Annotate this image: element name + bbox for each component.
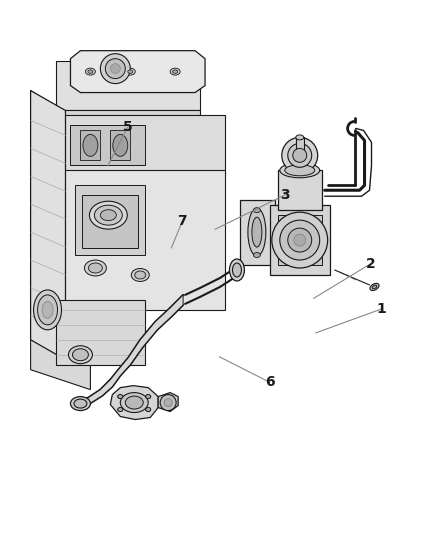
Circle shape bbox=[293, 234, 305, 246]
Ellipse shape bbox=[145, 394, 150, 399]
Ellipse shape bbox=[117, 394, 123, 399]
Ellipse shape bbox=[68, 346, 92, 364]
Polygon shape bbox=[158, 393, 178, 411]
Polygon shape bbox=[71, 51, 205, 93]
Ellipse shape bbox=[127, 70, 132, 74]
Text: 2: 2 bbox=[365, 257, 374, 271]
Ellipse shape bbox=[88, 263, 102, 273]
Ellipse shape bbox=[369, 284, 378, 290]
Polygon shape bbox=[277, 171, 321, 210]
Polygon shape bbox=[80, 131, 100, 160]
Ellipse shape bbox=[134, 271, 145, 279]
Polygon shape bbox=[55, 110, 200, 160]
Ellipse shape bbox=[247, 208, 265, 256]
Polygon shape bbox=[277, 215, 321, 265]
Ellipse shape bbox=[279, 163, 319, 178]
Text: 7: 7 bbox=[177, 214, 187, 228]
Text: 6: 6 bbox=[265, 375, 274, 389]
Circle shape bbox=[110, 63, 120, 74]
Ellipse shape bbox=[295, 135, 303, 140]
Text: 3: 3 bbox=[280, 188, 289, 202]
Ellipse shape bbox=[72, 349, 88, 361]
Ellipse shape bbox=[145, 408, 150, 411]
Circle shape bbox=[287, 228, 311, 252]
Ellipse shape bbox=[71, 397, 90, 410]
Ellipse shape bbox=[125, 68, 135, 75]
Polygon shape bbox=[31, 310, 90, 390]
Polygon shape bbox=[110, 131, 130, 160]
Ellipse shape bbox=[94, 205, 122, 225]
Polygon shape bbox=[240, 200, 274, 265]
Circle shape bbox=[279, 220, 319, 260]
Ellipse shape bbox=[89, 201, 127, 229]
Ellipse shape bbox=[74, 399, 87, 408]
Polygon shape bbox=[82, 195, 138, 248]
Circle shape bbox=[100, 54, 130, 84]
Polygon shape bbox=[31, 91, 60, 330]
Circle shape bbox=[105, 59, 125, 78]
Circle shape bbox=[281, 138, 317, 173]
Ellipse shape bbox=[253, 253, 260, 257]
Ellipse shape bbox=[113, 134, 127, 156]
Ellipse shape bbox=[229, 259, 244, 281]
Ellipse shape bbox=[117, 394, 123, 399]
Circle shape bbox=[160, 394, 176, 410]
Ellipse shape bbox=[131, 269, 149, 281]
Polygon shape bbox=[110, 385, 158, 419]
Ellipse shape bbox=[117, 408, 123, 411]
Text: 1: 1 bbox=[376, 302, 385, 316]
Ellipse shape bbox=[125, 396, 143, 409]
Ellipse shape bbox=[145, 408, 150, 411]
Polygon shape bbox=[75, 185, 145, 255]
Circle shape bbox=[287, 143, 311, 167]
Polygon shape bbox=[295, 138, 303, 157]
Ellipse shape bbox=[42, 301, 53, 318]
Ellipse shape bbox=[170, 68, 180, 75]
Ellipse shape bbox=[38, 295, 57, 325]
Circle shape bbox=[164, 399, 172, 407]
Ellipse shape bbox=[117, 408, 123, 411]
Ellipse shape bbox=[85, 68, 95, 75]
Ellipse shape bbox=[284, 165, 314, 176]
Polygon shape bbox=[58, 116, 224, 175]
Polygon shape bbox=[269, 205, 329, 275]
Ellipse shape bbox=[100, 209, 116, 221]
Polygon shape bbox=[55, 171, 224, 310]
Ellipse shape bbox=[172, 70, 177, 74]
Text: 5: 5 bbox=[123, 120, 132, 134]
Ellipse shape bbox=[84, 260, 106, 276]
Ellipse shape bbox=[371, 285, 376, 289]
Ellipse shape bbox=[120, 393, 148, 413]
Polygon shape bbox=[78, 295, 183, 407]
Ellipse shape bbox=[253, 208, 260, 213]
Circle shape bbox=[271, 212, 327, 268]
Ellipse shape bbox=[83, 134, 98, 156]
Polygon shape bbox=[55, 300, 145, 365]
Polygon shape bbox=[31, 91, 65, 360]
Polygon shape bbox=[55, 61, 200, 110]
Ellipse shape bbox=[145, 394, 150, 399]
Ellipse shape bbox=[88, 70, 93, 74]
Ellipse shape bbox=[251, 217, 261, 247]
Ellipse shape bbox=[232, 263, 241, 277]
Polygon shape bbox=[71, 125, 145, 165]
Circle shape bbox=[292, 148, 306, 163]
Ellipse shape bbox=[34, 290, 61, 330]
